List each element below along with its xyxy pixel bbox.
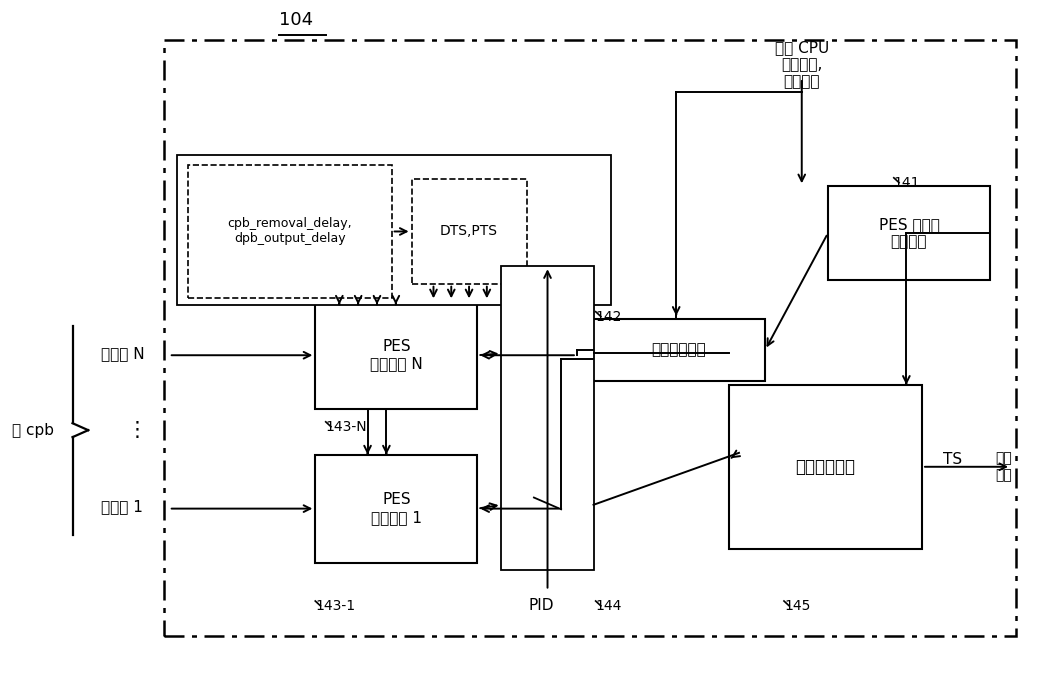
Text: 来自 CPU
层的数量,
流的数量: 来自 CPU 层的数量, 流的数量	[774, 40, 829, 90]
Text: PID: PID	[529, 598, 554, 612]
Text: 104: 104	[279, 11, 313, 29]
Text: 基本流 N: 基本流 N	[101, 346, 145, 361]
Text: cpb_removal_delay,
dpb_output_delay: cpb_removal_delay, dpb_output_delay	[228, 218, 351, 246]
Bar	[188, 165, 391, 298]
Bar	[828, 186, 990, 280]
Bar	[501, 266, 594, 570]
Text: 和 cpb: 和 cpb	[12, 423, 53, 438]
Text: DTS,PTS: DTS,PTS	[440, 225, 498, 239]
Text: 区段编码单元: 区段编码单元	[651, 342, 706, 358]
Text: PES
分包单元 1: PES 分包单元 1	[371, 492, 422, 525]
Bar	[177, 155, 612, 304]
Text: 至缓
冲区: 至缓 冲区	[996, 452, 1012, 482]
Bar	[316, 301, 477, 410]
Text: 142: 142	[596, 309, 622, 323]
Text: 144: 144	[596, 599, 622, 613]
Text: 传输分包单元: 传输分包单元	[795, 458, 855, 476]
Bar	[593, 318, 765, 382]
Text: 141: 141	[894, 176, 920, 190]
Text: 143-N: 143-N	[326, 420, 367, 434]
Text: 143-1: 143-1	[316, 599, 356, 613]
Bar	[164, 40, 1016, 636]
Text: PES 优先级
生成单元: PES 优先级 生成单元	[879, 217, 940, 249]
Text: TS: TS	[943, 452, 962, 467]
Text: ⋮: ⋮	[127, 420, 148, 440]
Bar	[411, 179, 527, 284]
Text: 145: 145	[784, 599, 810, 613]
Text: PES
分包单元 N: PES 分包单元 N	[370, 339, 423, 372]
Bar	[316, 454, 477, 563]
Text: 基本流 1: 基本流 1	[101, 499, 143, 514]
Bar	[728, 385, 922, 549]
